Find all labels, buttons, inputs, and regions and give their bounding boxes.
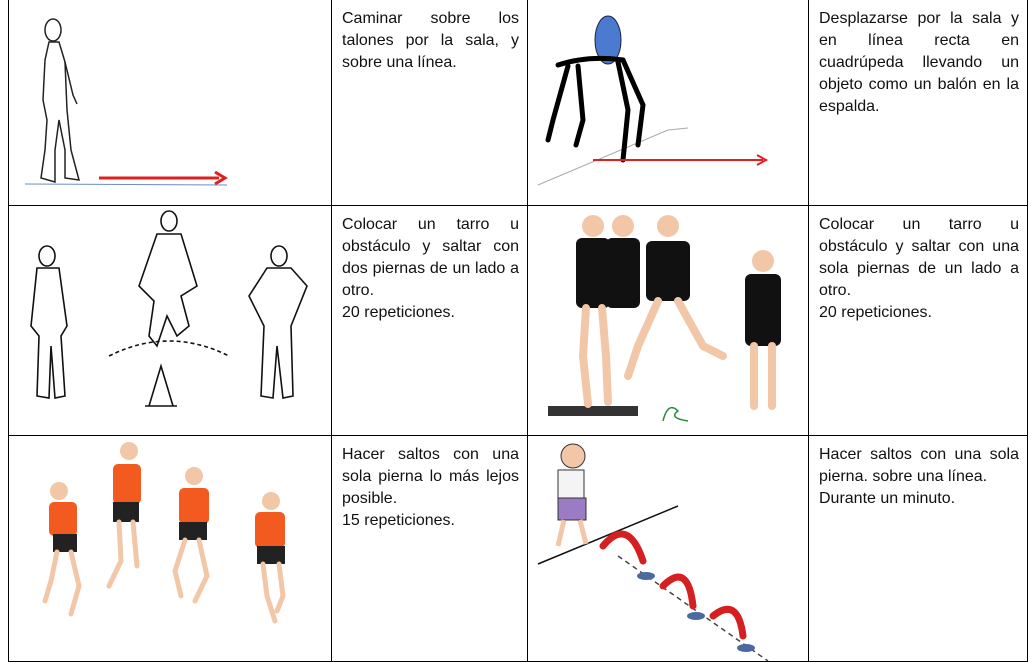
image-cell [527, 435, 809, 662]
image-cell [8, 205, 332, 436]
exercise-text: 20 repeticiones. [342, 304, 455, 321]
exercise-table: Caminar sobre los talones por la sala, y… [8, 0, 1028, 662]
text-cell: Colocar un tarro u obstáculo y saltar co… [331, 205, 528, 436]
exercise-text: Desplazarse por la sala y en línea recta… [819, 10, 1019, 115]
exercise-text: Hacer saltos con una sola pierna lo más … [342, 446, 519, 507]
exercise-text: 20 repeticiones. [819, 304, 932, 321]
image-cell [8, 435, 332, 662]
exercise-text: 15 repeticiones. [342, 512, 455, 529]
text-cell: Hacer saltos con una sola pierna. sobre … [808, 435, 1028, 662]
text-cell: Hacer saltos con una sola pierna lo más … [331, 435, 528, 662]
image-cell [8, 0, 332, 206]
table-row: Colocar un tarro u obstáculo y saltar co… [8, 205, 1028, 436]
table-row: Caminar sobre los talones por la sala, y… [8, 0, 1028, 206]
exercise-text: Caminar sobre los talones por la sala, y… [342, 10, 519, 71]
text-cell: Caminar sobre los talones por la sala, y… [331, 0, 528, 206]
illustration-quadruped [537, 15, 769, 186]
image-cell [527, 0, 809, 206]
exercise-text: Hacer saltos con una sola pierna. sobre … [819, 446, 1019, 485]
illustration-long-jump [42, 442, 286, 624]
illustration-heel-walk [24, 18, 228, 186]
table-row: Hacer saltos con una sola pierna lo más … [8, 435, 1028, 662]
illustration-one-leg-jump [548, 215, 781, 422]
illustration-line-hops [537, 443, 769, 661]
exercise-text: Colocar un tarro u obstáculo y saltar co… [819, 216, 1019, 299]
exercise-text: Durante un minuto. [819, 490, 956, 507]
text-cell: Colocar un tarro u obstáculo y saltar co… [808, 205, 1028, 436]
text-cell: Desplazarse por la sala y en línea recta… [808, 0, 1028, 206]
image-cell [527, 205, 809, 436]
exercise-text: Colocar un tarro u obstáculo y saltar co… [342, 216, 519, 299]
illustration-two-leg-jump [30, 210, 308, 407]
